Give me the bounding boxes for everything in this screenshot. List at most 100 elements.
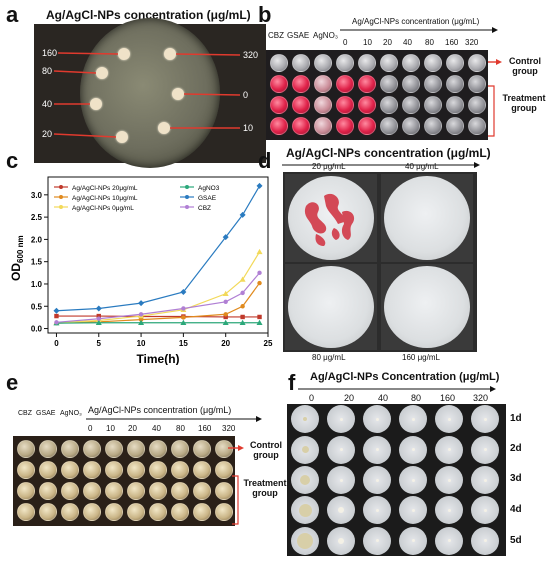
disc-320: [164, 48, 176, 60]
well: [17, 440, 35, 458]
colony-spot: [339, 448, 343, 452]
conc-label: 160: [198, 424, 212, 433]
well: [336, 75, 354, 93]
panel-e-treatment-group: Treatment group: [243, 478, 287, 498]
panel-a-photo: [34, 18, 266, 168]
conc-label: 20: [128, 424, 137, 433]
well: [171, 461, 189, 479]
colony-spot: [447, 478, 451, 482]
data-point: [257, 314, 262, 320]
disc-10: [158, 122, 170, 134]
data-point: [256, 248, 263, 255]
data-point: [223, 314, 228, 320]
plate-40: [381, 174, 473, 262]
legend-label: CBZ: [198, 205, 211, 212]
disc-0: [172, 88, 184, 100]
conc-label: 0: [309, 393, 315, 403]
legend-swatch-marker: [185, 205, 189, 209]
data-point: [96, 316, 101, 321]
well: [314, 54, 332, 72]
label-160: 160: [42, 48, 58, 58]
panel-b-arrows: [488, 59, 502, 137]
panel-f-day-labels: 1d 2d 3d 4d 5d: [510, 404, 540, 556]
panel-e-control-gsae: GSAE: [36, 410, 56, 417]
well: [61, 461, 79, 479]
well: [380, 96, 398, 114]
panel-b-control-group: Control group: [509, 56, 541, 76]
data-point: [54, 320, 59, 325]
x-tick-label: 20: [221, 339, 230, 348]
panel-e-letter: e: [6, 370, 19, 395]
data-point: [239, 276, 246, 282]
panel-b-arrow: [340, 27, 498, 33]
well: [292, 75, 310, 93]
label-40: 40: [42, 99, 53, 109]
fungal-dish: [471, 496, 499, 525]
panel-b-conc-row: 0 10 20 40 80 160 320: [335, 38, 495, 48]
fungal-dish: [435, 496, 463, 525]
well: [270, 54, 288, 72]
disc-40: [90, 98, 102, 110]
agar-plate: [288, 176, 374, 260]
plate-80: [285, 264, 377, 350]
data-point: [181, 306, 186, 311]
y-axis-label: OD600 nm: [9, 235, 25, 281]
agar-plate: [384, 176, 470, 260]
plate-20: [285, 174, 377, 262]
conc-label: 20: [383, 38, 392, 47]
agar-plate: [288, 266, 374, 348]
well: [468, 54, 486, 72]
data-point: [257, 270, 262, 276]
data-point: [180, 288, 187, 295]
x-tick-label: 10: [137, 339, 146, 348]
fungal-dish: [327, 526, 355, 555]
data-point: [240, 304, 245, 309]
colony-spot: [411, 539, 415, 543]
data-point: [96, 313, 101, 319]
conc-label: 20: [344, 393, 355, 403]
well: [358, 54, 376, 72]
fungal-dish: [399, 405, 427, 434]
label-0: 0: [243, 90, 249, 100]
well: [380, 75, 398, 93]
data-point: [240, 290, 245, 296]
well: [270, 96, 288, 114]
colony-spot: [375, 539, 379, 543]
legend-swatch-marker: [185, 185, 189, 189]
panel-b-letter: b: [258, 2, 272, 27]
y-tick-label: 0.0: [31, 325, 43, 334]
conc-label: 320: [473, 393, 489, 403]
fungal-dish: [291, 526, 319, 555]
agar-plate: [384, 266, 470, 348]
fungal-dish: [363, 466, 391, 494]
well: [336, 54, 354, 72]
well: [39, 440, 57, 458]
well: [292, 54, 310, 72]
plot-frame: [47, 176, 269, 334]
legend-swatch-marker: [185, 195, 189, 199]
panel-f-arrow: [298, 386, 496, 392]
well: [446, 54, 464, 72]
well: [314, 96, 332, 114]
data-point: [256, 319, 263, 325]
well: [127, 503, 145, 521]
well: [336, 96, 354, 114]
well: [270, 75, 288, 93]
well: [39, 503, 57, 521]
data-point: [95, 319, 102, 325]
series-line: [56, 272, 260, 323]
panel-f-dish-grid: [287, 404, 506, 556]
colony-spot: [483, 478, 487, 482]
well: [39, 461, 57, 479]
panel-d-title: Ag/AgCl-NPs concentration (μg/mL): [286, 146, 491, 160]
colony-spot: [411, 417, 415, 421]
data-point: [222, 234, 229, 241]
panel-a-letter: a: [6, 2, 19, 27]
well: [193, 461, 211, 479]
colony-spot: [375, 508, 379, 512]
fungal-dish: [363, 435, 391, 464]
colony-spot: [447, 417, 451, 421]
well: [358, 75, 376, 93]
well: [171, 440, 189, 458]
well: [105, 503, 123, 521]
